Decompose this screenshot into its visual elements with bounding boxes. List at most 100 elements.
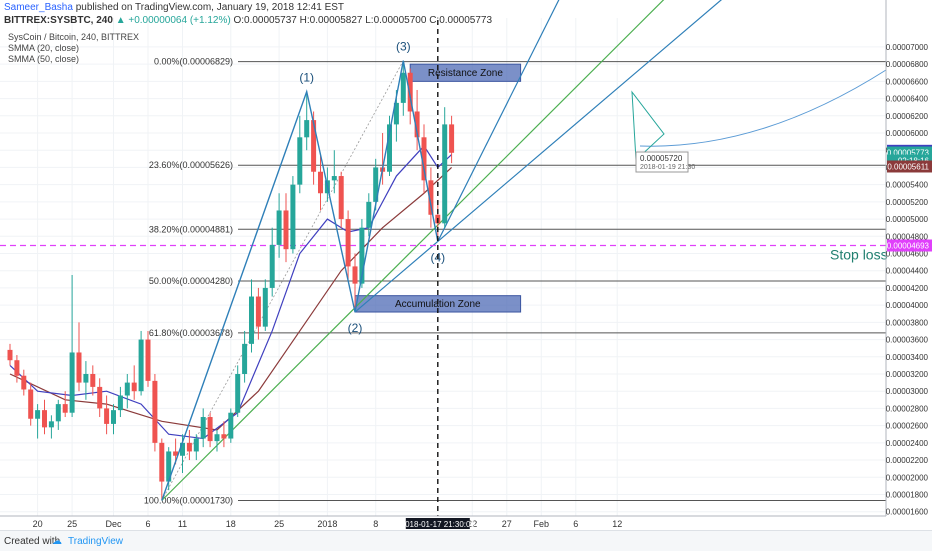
candle-body <box>269 244 275 288</box>
fib-level-label: 0.00%(0.00006829) <box>154 57 233 67</box>
candle-body <box>242 343 248 374</box>
pattern-point-label: (2) <box>348 321 363 335</box>
candle-body <box>145 339 151 381</box>
x-tick-label: 20 <box>33 519 43 529</box>
author-name[interactable]: Sameer_Basha <box>4 2 73 13</box>
y-tick-label: 0.00004200 <box>886 284 929 293</box>
tooltip-value: 0.00005720 <box>640 154 683 163</box>
candle-body <box>104 408 110 424</box>
pattern-point-label: (1) <box>299 71 314 85</box>
tradingview-brand[interactable]: TradingView <box>68 536 124 547</box>
candle-body <box>345 219 351 267</box>
candle-body <box>200 417 206 439</box>
x-tick-label: 6 <box>145 519 150 529</box>
x-tick-label: Feb <box>534 519 550 529</box>
tradingview-cloud-icon: ☁ <box>52 536 62 547</box>
y-tick-label: 0.00003600 <box>886 336 929 345</box>
fib-level-label: 38.20%(0.00004881) <box>149 224 233 234</box>
x-tick-label: Dec <box>105 519 122 529</box>
candle-body <box>214 434 220 442</box>
price-tag <box>887 160 932 173</box>
price-zone-label: Resistance Zone <box>428 68 503 79</box>
sma50-line <box>9 166 453 431</box>
candle-body <box>221 434 227 439</box>
price-tag-label: 0.00004693 <box>887 241 930 250</box>
candle-body <box>338 176 344 220</box>
y-tick-label: 0.00004000 <box>886 301 929 310</box>
y-tick-label: 0.00003200 <box>886 370 929 379</box>
candle-body <box>366 201 372 228</box>
candle-body <box>138 339 144 392</box>
candle-body <box>76 352 82 383</box>
candle-body <box>387 124 392 172</box>
candle-body <box>111 410 116 424</box>
fib-level-label: 50.00%(0.00004280) <box>149 276 233 286</box>
triangle-pattern <box>631 90 665 162</box>
candle-body <box>14 360 20 376</box>
candle-body <box>235 373 241 413</box>
candle-body <box>352 266 358 284</box>
candle-body <box>283 210 289 250</box>
candle-body <box>21 375 27 390</box>
candle-body <box>166 451 172 482</box>
y-tick-label: 0.00002600 <box>886 422 929 431</box>
price-chart[interactable]: 0.00%(0.00006829) 23.60%(0.00005626) 38.20… <box>0 0 932 530</box>
candle-body <box>414 111 420 138</box>
candle-body <box>48 421 54 428</box>
candle-body <box>449 124 455 153</box>
price-change: ▲ +0.00000064 (+1.12%) <box>115 15 231 26</box>
y-tick-label: 0.00006600 <box>886 77 929 86</box>
y-tick-label: 0.00005000 <box>886 215 929 224</box>
y-tick-label: 0.00001600 <box>886 508 929 517</box>
candle-body <box>318 171 323 194</box>
created-with-label: Created with <box>4 536 61 547</box>
price-tag-label: 0.00005773 <box>887 149 930 158</box>
cursor-time-tag <box>405 518 470 529</box>
legend-sma20[interactable]: SMMA (20, close) <box>8 43 80 53</box>
cursor-time-label: 2018-01-17 21:30:00 <box>401 520 476 529</box>
ohlc-values: O:0.00005737 H:0.00005827 L:0.00005700 C… <box>233 15 493 26</box>
candle-body <box>311 120 317 172</box>
candle-body <box>131 382 137 392</box>
y-tick-label: 0.00002800 <box>886 404 929 413</box>
fib-level-label: 23.60%(0.00005626) <box>149 160 233 170</box>
candle-body <box>255 296 261 327</box>
candle-body <box>290 184 296 250</box>
y-tick-label: 0.00007000 <box>886 43 929 52</box>
y-tick-label: 0.00003000 <box>886 387 929 396</box>
x-tick-label: 22 <box>467 519 477 529</box>
y-tick-label: 0.00004600 <box>886 249 929 258</box>
y-tick-label: 0.00004800 <box>886 232 929 241</box>
x-tick-label: 2018 <box>317 519 337 529</box>
y-tick-label: 0.00001800 <box>886 490 929 499</box>
x-tick-label: 12 <box>612 519 622 529</box>
trend-line-breakout <box>437 0 560 242</box>
sma20-line <box>9 144 453 440</box>
candle-body <box>442 124 448 224</box>
trend-line-lower <box>161 0 665 501</box>
candle-body <box>393 102 399 125</box>
x-tick-label: 6 <box>573 519 578 529</box>
y-tick-label: 0.00002200 <box>886 456 929 465</box>
candle-body <box>173 451 179 456</box>
fib-level-label: 100.00%(0.00001730) <box>144 496 233 506</box>
price-tag <box>887 239 932 252</box>
ohlc-line: BITTREX:SYSBTC, 240 ▲ +0.00000064 (+1.12… <box>4 15 492 26</box>
publish-line: Sameer_Basha published on TradingView.co… <box>4 2 344 13</box>
candle-body <box>69 352 75 413</box>
candle-body <box>90 373 96 387</box>
x-tick-label: 25 <box>67 519 77 529</box>
x-tick-label: 18 <box>226 519 236 529</box>
legend-sma50[interactable]: SMMA (50, close) <box>8 54 80 64</box>
candle-body <box>297 137 303 185</box>
candle-body <box>159 442 165 482</box>
candle-body <box>97 386 103 409</box>
candle-body <box>428 180 434 215</box>
y-tick-label: 0.00003800 <box>886 318 929 327</box>
candle-body <box>228 412 234 439</box>
x-tick-label: 27 <box>502 519 512 529</box>
harmonic-pattern-line <box>161 60 439 501</box>
y-tick-label: 0.00006200 <box>886 112 929 121</box>
x-tick-label: 11 <box>178 519 187 529</box>
symbol-label: BITTREX:SYSBTC, 240 <box>4 15 113 26</box>
